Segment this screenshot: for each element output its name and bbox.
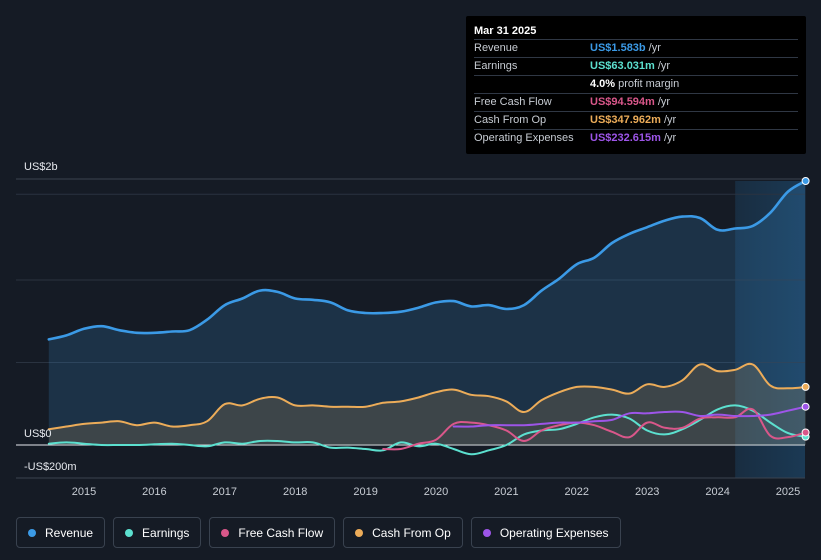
tooltip-label: Cash From Op <box>474 114 547 126</box>
x-tick-label: 2021 <box>494 486 518 498</box>
tooltip-row: Free Cash Flow US$94.594m/yr <box>474 93 798 111</box>
tooltip-unit: profit margin <box>618 78 680 90</box>
data-tooltip: Mar 31 2025 Revenue US$1.583b/yr Earnings U… <box>466 16 806 154</box>
legend-label: Operating Expenses <box>499 525 609 540</box>
tooltip-date: Mar 31 2025 <box>474 25 537 37</box>
legend-label: Earnings <box>142 525 190 540</box>
y-axis-label-top: US$2b <box>24 161 58 173</box>
revenue-endpoint <box>801 177 810 185</box>
legend-dot-icon <box>355 528 364 537</box>
tooltip-unit: /yr <box>657 96 671 108</box>
revenue-line <box>47 179 807 341</box>
legend-dot-icon <box>125 528 134 537</box>
tooltip-unit: /yr <box>663 132 677 144</box>
cash-from-op-area <box>48 363 806 445</box>
tooltip-rows: Revenue US$1.583b/yr Earnings US$63.031m/yr… <box>474 39 798 147</box>
legend-dot-icon <box>221 528 230 537</box>
tooltip-unit: /yr <box>663 114 677 126</box>
tooltip-unit: /yr <box>657 60 671 72</box>
x-tick-label: 2017 <box>213 486 237 498</box>
tooltip-row: 4.0% profit margin <box>474 75 798 93</box>
legend-label: Free Cash Flow <box>238 525 324 540</box>
tooltip-label: Free Cash Flow <box>474 96 552 108</box>
chart-canvas: 2015 2016 2017 2018 2019 2020 2021 2022 2023 2024… <box>16 161 810 498</box>
y-axis-label-bottom: -US$200m <box>24 461 77 473</box>
tooltip-value: US$94.594m <box>590 96 655 108</box>
tooltip-value: US$1.583b <box>590 42 646 54</box>
legend-label: Cash From Op <box>372 525 451 540</box>
legend-label: Revenue <box>45 525 94 540</box>
tooltip-value: US$63.031m <box>590 60 655 72</box>
legend-item-operating-expenses[interactable]: Operating Expenses <box>470 517 621 548</box>
legend-item-free-cash-flow[interactable]: Free Cash Flow <box>209 517 336 548</box>
legend-dot-icon <box>482 528 491 537</box>
tooltip-unit: /yr <box>648 42 661 54</box>
y-axis-label-zero: US$0 <box>24 428 52 440</box>
x-tick-label: 2022 <box>565 486 589 498</box>
series-endpoints <box>801 177 810 441</box>
tooltip-row: Revenue US$1.583b/yr <box>474 39 798 57</box>
x-tick-label: 2016 <box>142 486 166 498</box>
operating-expenses-line <box>452 405 807 428</box>
series-lines <box>47 179 807 456</box>
cash-from-op-endpoint <box>801 382 810 391</box>
x-tick-label: 2019 <box>353 486 377 498</box>
chart-legend: Revenue Earnings Free Cash Flow Cash From O… <box>16 517 621 548</box>
tooltip-label: Operating Expenses <box>474 132 574 144</box>
tooltip-value: 4.0% <box>590 78 616 90</box>
tooltip-label: Earnings <box>474 60 518 72</box>
legend-item-earnings[interactable]: Earnings <box>113 517 202 548</box>
tooltip-label: Revenue <box>474 42 519 54</box>
x-tick-label: 2015 <box>72 486 96 498</box>
x-tick-label: 2025 <box>776 486 800 498</box>
tooltip-row: Cash From Op US$347.962m/yr <box>474 111 798 129</box>
operating-expenses-endpoint <box>801 402 810 411</box>
forecast-region <box>735 181 805 478</box>
free-cash-flow-endpoint <box>801 428 810 437</box>
x-tick-label: 2018 <box>283 486 307 498</box>
cash-from-op-line <box>47 362 807 431</box>
tooltip-label <box>474 76 590 93</box>
free-cash-flow-line <box>382 407 807 451</box>
x-tick-label: 2024 <box>705 486 729 498</box>
earnings-line <box>47 404 807 456</box>
x-tick-label: 2023 <box>635 486 659 498</box>
x-tick-label: 2020 <box>424 486 448 498</box>
legend-item-revenue[interactable]: Revenue <box>16 517 106 548</box>
x-axis-ticks: 2015 2016 2017 2018 2019 2020 2021 2022 2023 2024… <box>72 486 800 498</box>
tooltip-row: Operating Expenses US$232.615m/yr <box>474 129 798 147</box>
tooltip-value: US$347.962m <box>590 114 661 126</box>
area-fills <box>48 181 806 445</box>
tooltip-row: Earnings US$63.031m/yr <box>474 57 798 75</box>
legend-dot-icon <box>28 528 36 537</box>
gridlines <box>16 178 805 479</box>
tooltip-value: US$232.615m <box>590 132 661 144</box>
revenue-area <box>48 181 806 445</box>
legend-item-cash-from-op[interactable]: Cash From Op <box>343 517 463 548</box>
